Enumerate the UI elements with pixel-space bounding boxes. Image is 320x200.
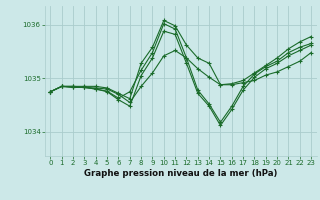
- X-axis label: Graphe pression niveau de la mer (hPa): Graphe pression niveau de la mer (hPa): [84, 169, 277, 178]
